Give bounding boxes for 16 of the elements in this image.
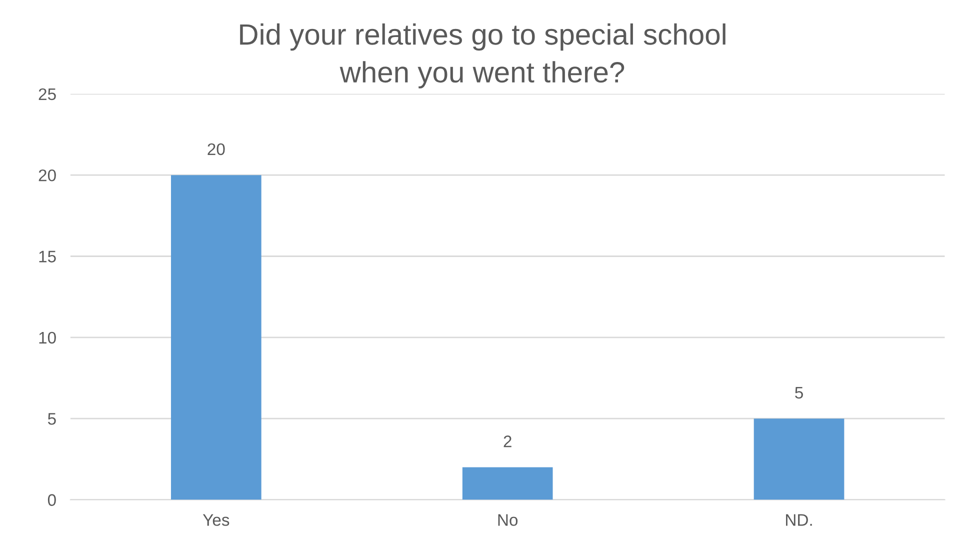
bar xyxy=(170,175,262,500)
data-label: 5 xyxy=(795,386,803,399)
y-tick-label: 25 xyxy=(38,88,56,100)
y-tick-label: 0 xyxy=(48,494,56,506)
x-tick-label: Yes xyxy=(202,514,230,526)
y-tick-label: 5 xyxy=(48,413,56,425)
x-tick-label: ND. xyxy=(786,514,812,526)
data-label: 20 xyxy=(208,143,225,156)
y-tick-label: 10 xyxy=(39,332,56,344)
bar xyxy=(462,467,553,500)
chart-title: Did your relatives go to special school when you went there? xyxy=(240,23,726,88)
bar xyxy=(754,418,844,500)
data-label: 2 xyxy=(504,436,512,448)
y-tick-label: 20 xyxy=(38,169,56,182)
x-tick-label: No xyxy=(498,514,518,526)
y-tick-label: 15 xyxy=(39,250,56,262)
